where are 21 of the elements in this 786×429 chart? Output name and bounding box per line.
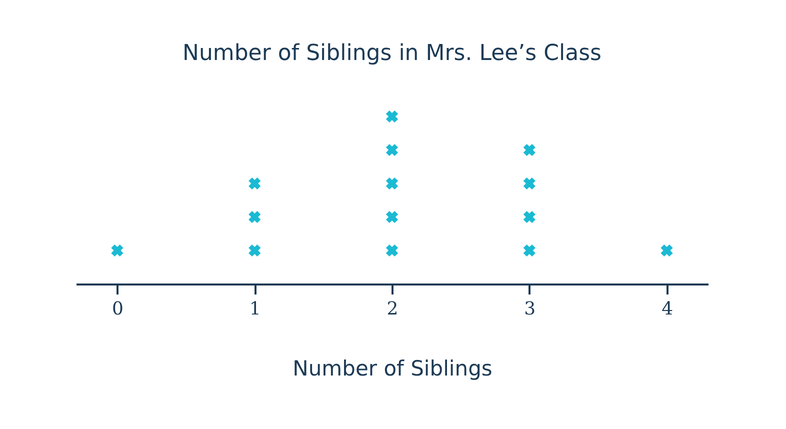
chart-title: Number of Siblings in Mrs. Lee’s Class [182,41,602,66]
point [248,210,261,224]
x-tick-label: 0 [112,298,124,320]
point [386,210,398,224]
point [248,177,261,190]
point [386,144,398,156]
point [523,144,536,156]
x-tick-label: 3 [524,298,536,320]
x-axis-title: Number of Siblings [292,356,492,380]
x-tick-label: 2 [386,298,398,320]
x-tick-label: 1 [249,298,261,320]
point [248,244,261,257]
point [660,244,673,257]
point [386,244,398,257]
point [523,244,536,257]
point [111,244,124,257]
point [386,110,398,123]
point [386,177,398,190]
point [523,210,536,224]
x-tick-label: 4 [662,298,674,320]
point [523,177,536,190]
